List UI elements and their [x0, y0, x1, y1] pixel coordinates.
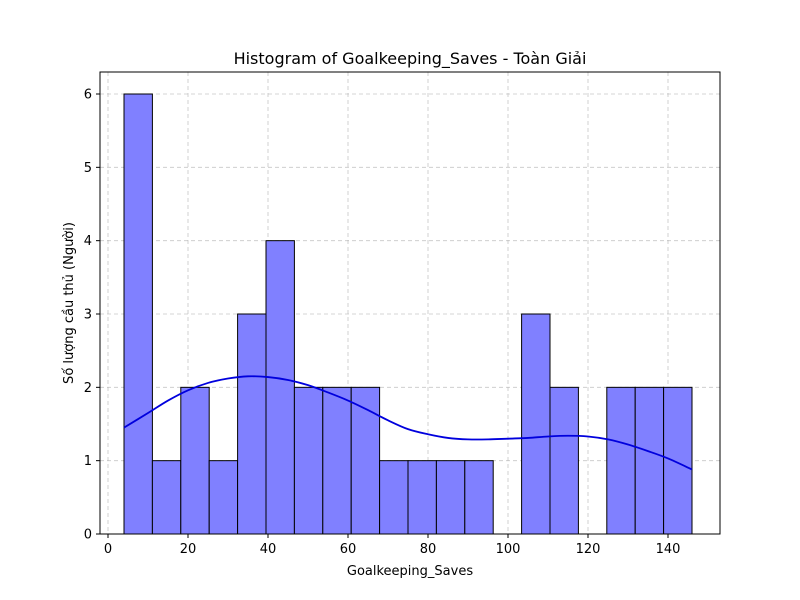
histogram-bar	[634, 386, 665, 535]
x-axis-ticks: 0 20 40 60 80 100 120 140	[104, 534, 681, 557]
histogram-bar	[379, 460, 409, 535]
histogram-bar	[265, 240, 295, 535]
y-tick-label: 6	[84, 88, 92, 103]
x-tick-label: 20	[180, 542, 197, 557]
histogram-bar	[407, 460, 437, 535]
histogram-bar	[293, 386, 324, 535]
histogram-bar	[180, 386, 210, 535]
chart-title: Histogram of Goalkeeping_Saves - Toàn Gi…	[234, 49, 587, 69]
x-tick-label: 60	[340, 542, 357, 557]
x-axis-label: Goalkeeping_Saves	[347, 564, 473, 579]
y-tick-label: 2	[84, 381, 92, 396]
y-tick-label: 3	[84, 308, 92, 323]
kde-curve	[123, 375, 693, 471]
histogram-bars	[123, 93, 693, 535]
histogram-bar	[208, 460, 239, 535]
histogram-bar	[606, 386, 636, 535]
x-tick-label: 120	[576, 542, 601, 557]
histogram-bar	[322, 386, 352, 535]
x-tick-label: 80	[420, 542, 437, 557]
y-tick-label: 1	[84, 454, 92, 469]
histogram-bar	[521, 313, 551, 535]
x-tick-label: 100	[496, 542, 521, 557]
y-tick-label: 5	[84, 161, 92, 176]
y-axis-ticks: 0 1 2 3 4 5 6	[84, 88, 100, 543]
x-tick-label: 40	[260, 542, 277, 557]
x-tick-label: 0	[104, 542, 112, 557]
histogram-bar	[663, 386, 693, 535]
histogram-bar	[151, 460, 182, 535]
y-axis-label: Số lượng cầu thủ (Người)	[62, 222, 77, 384]
x-tick-label: 140	[656, 542, 681, 557]
y-tick-label: 0	[84, 528, 92, 543]
kde-curve-group	[123, 375, 693, 471]
histogram-bar	[549, 386, 579, 535]
histogram-bar	[435, 460, 466, 535]
histogram-bar	[237, 313, 267, 535]
histogram-bar	[123, 93, 153, 535]
y-tick-label: 4	[84, 234, 92, 249]
plot-frame	[99, 71, 721, 535]
histogram-bar	[464, 460, 494, 535]
